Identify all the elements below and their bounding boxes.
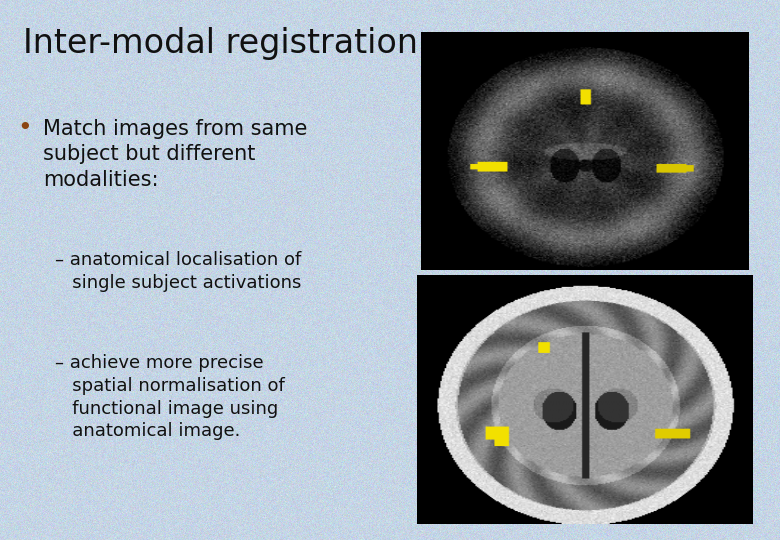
Text: – achieve more precise
   spatial normalisation of
   functional image using
   : – achieve more precise spatial normalisa… — [55, 354, 285, 441]
Text: – anatomical localisation of
   single subject activations: – anatomical localisation of single subj… — [55, 251, 301, 292]
Text: Inter-modal registration: Inter-modal registration — [23, 27, 418, 60]
Text: •: • — [17, 116, 32, 140]
Text: Match images from same
subject but different
modalities:: Match images from same subject but diffe… — [43, 119, 307, 190]
